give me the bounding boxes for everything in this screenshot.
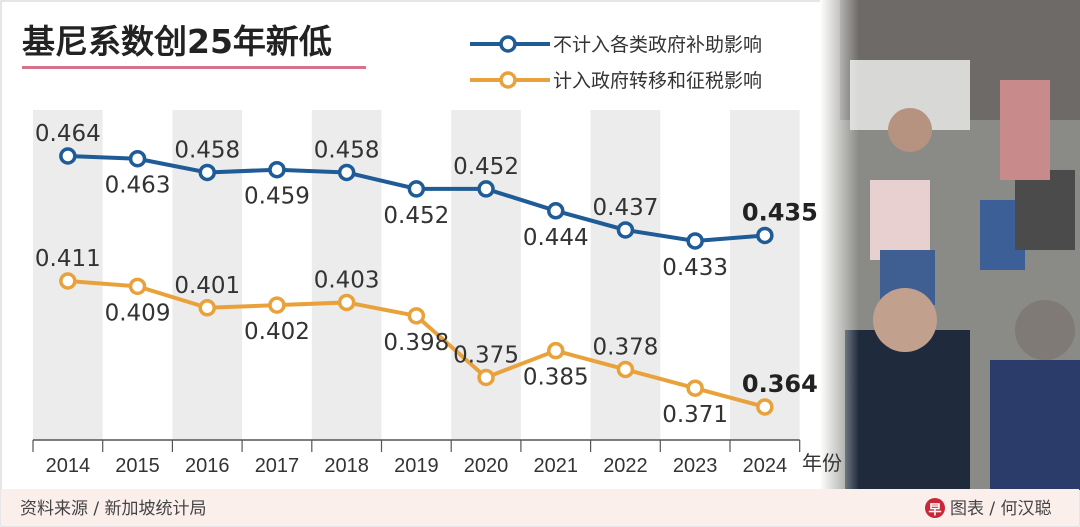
chart-title: 基尼系数创25年新低 (22, 22, 332, 61)
credit-text: 图表 / 何汉聪 (950, 499, 1052, 519)
x-tick-label-2016: 2016 (185, 455, 230, 477)
data-label-2024: 0.364 (742, 370, 818, 398)
data-label-2018: 0.458 (314, 137, 380, 163)
data-point-2020 (477, 368, 495, 387)
x-tick-label-2022: 2022 (603, 455, 648, 477)
data-point-2023 (686, 232, 704, 250)
data-point-2024 (756, 398, 774, 416)
band-2024 (730, 110, 800, 440)
legend-label: 不计入各类政府补助影响 (553, 34, 762, 56)
data-label-2015: 0.463 (105, 173, 171, 199)
legend-item-blue: 不计入各类政府补助影响 (470, 34, 762, 56)
x-tick-label-2014: 2014 (46, 455, 91, 477)
data-label-2019: 0.398 (383, 330, 449, 356)
data-label-2020: 0.452 (453, 154, 519, 180)
data-point-2017 (268, 160, 286, 179)
data-point-2018 (337, 163, 356, 182)
zaobao-logo-icon: 早 (925, 498, 945, 518)
legend-marker-icon (499, 35, 517, 53)
data-label-2023: 0.371 (662, 402, 728, 428)
street-photo (820, 0, 1080, 490)
data-label-2016: 0.401 (174, 273, 240, 299)
source-text: 资料来源 / 新加坡统计局 (20, 499, 207, 519)
footer-bar (1, 489, 1079, 526)
data-point-2024 (756, 226, 774, 245)
x-tick-label-2024: 2024 (743, 455, 788, 477)
data-label-2018: 0.403 (314, 267, 380, 293)
data-label-2016: 0.458 (174, 137, 240, 163)
x-tick-label-2021: 2021 (534, 455, 579, 477)
x-tick-label-2023: 2023 (673, 455, 718, 477)
legend: 不计入各类政府补助影响 计入政府转移和征税影响 (470, 34, 762, 92)
data-point-2014 (59, 147, 77, 165)
legend-item-orange: 计入政府转移和征税影响 (470, 70, 762, 92)
data-point-2018 (337, 293, 356, 312)
data-label-2019: 0.452 (383, 203, 449, 229)
data-label-2022: 0.437 (593, 195, 659, 221)
x-axis: 2014 2015 2016 2017 2018 2019 2020 2021 2022 2023… (32, 439, 801, 477)
data-point-2019 (407, 180, 426, 198)
band-2022 (590, 110, 661, 440)
data-point-2014 (59, 272, 77, 290)
data-label-2017: 0.459 (244, 184, 310, 210)
svg-text:早: 早 (928, 503, 941, 518)
x-tick-label-2018: 2018 (324, 455, 369, 477)
data-label-2015: 0.409 (105, 300, 171, 326)
data-label-2014: 0.464 (35, 121, 101, 147)
data-point-2015 (128, 277, 147, 296)
data-label-2024: 0.435 (742, 198, 818, 226)
data-label-2014: 0.411 (35, 246, 101, 272)
data-point-2023 (686, 379, 704, 397)
data-point-2021 (547, 202, 565, 220)
data-label-2017: 0.402 (244, 319, 310, 345)
x-tick-label-2020: 2020 (464, 455, 509, 477)
data-point-2016 (198, 163, 216, 182)
data-point-2020 (477, 180, 495, 198)
data-point-2016 (198, 299, 216, 317)
data-label-2021: 0.385 (523, 365, 589, 391)
data-label-2020: 0.375 (453, 342, 519, 368)
x-tick-label-2019: 2019 (394, 455, 439, 477)
x-tick-label-2015: 2015 (115, 455, 160, 477)
data-label-2021: 0.444 (523, 225, 589, 251)
column-bands (33, 110, 800, 440)
x-axis-label: 年份 (802, 452, 842, 475)
legend-label: 计入政府转移和征税影响 (553, 70, 762, 92)
data-point-2017 (268, 296, 286, 314)
data-point-2022 (616, 360, 635, 379)
data-point-2015 (128, 149, 147, 168)
series-layer: 0.4640.4630.4580.4590.4580.4520.4520.444… (35, 121, 818, 428)
x-tick-label-2017: 2017 (255, 455, 300, 477)
footer: 资料来源 / 新加坡统计局 早 图表 / 何汉聪 (1, 489, 1079, 526)
data-point-2021 (547, 341, 565, 360)
data-point-2022 (616, 221, 635, 239)
title-underline (22, 66, 366, 69)
data-label-2022: 0.378 (593, 334, 659, 360)
data-label-2023: 0.433 (662, 255, 728, 281)
data-point-2019 (407, 307, 426, 325)
series-blue: 0.4640.4630.4580.4590.4580.4520.4520.444… (35, 121, 818, 281)
legend-marker-icon (499, 71, 517, 89)
